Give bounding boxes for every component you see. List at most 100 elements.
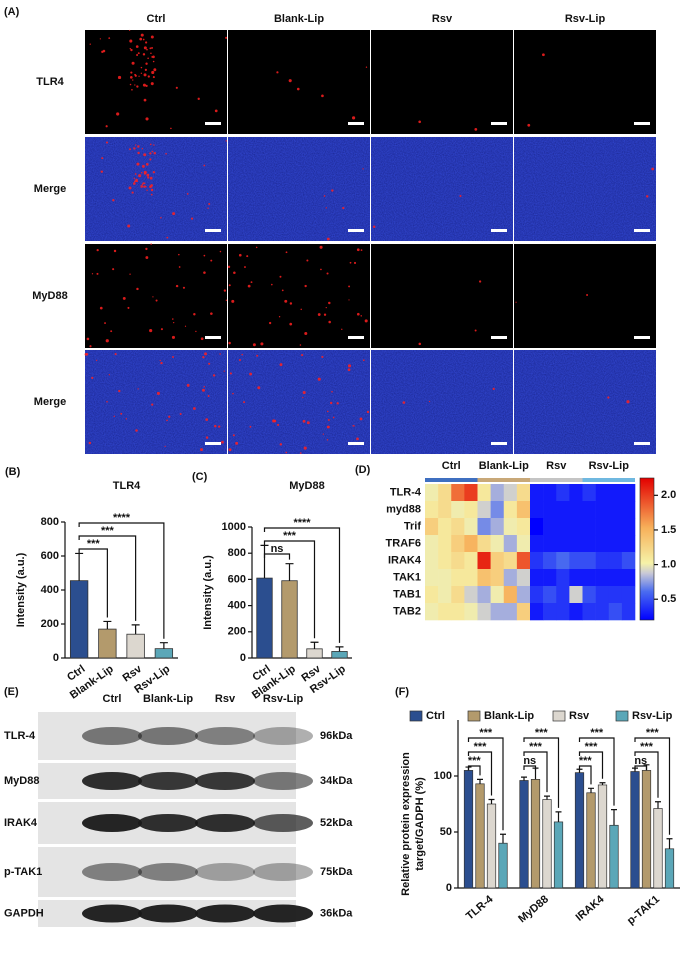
column-header: Ctrl [147,13,166,25]
heatmap-cell [569,535,583,553]
heatmap-cell [477,501,491,519]
signal-dot [360,315,362,317]
signal-dot [153,144,155,146]
signal-dot [213,424,217,428]
significance: *** [579,755,593,767]
heatmap-cell [608,552,623,570]
signal-dot [223,289,227,292]
heatmap-cell [464,501,478,519]
signal-dot [225,299,228,302]
signal-dot [130,48,133,52]
signal-dot [140,72,143,74]
error-bar [666,838,673,849]
signal-dot [252,343,256,347]
signal-dot [142,53,146,56]
signal-dot [359,417,363,421]
heatmap-cell [621,552,636,570]
heatmap-cell [464,484,478,502]
signal-dot [272,419,276,423]
heatmap-cell [503,518,518,536]
y-tick-label: 50 [440,826,452,838]
signal-dot [279,443,283,446]
signal-dot [152,55,155,59]
signal-dot [327,419,330,421]
heatmap-cell [464,535,478,553]
heatmap-cell [569,552,583,570]
heatmap-cell [582,569,596,587]
signal-dot [140,33,144,37]
heatmap-cell [582,552,596,570]
heatmap-cell [621,603,636,621]
y-tick-label: 200 [228,626,246,638]
signal-dot [214,109,218,113]
heatmap-cell [569,484,583,502]
error-bar [103,620,112,630]
scale-bar [634,122,650,125]
bar [331,651,348,659]
signal-dot [322,433,324,435]
signal-dot [159,359,161,362]
signal-dot [95,359,98,362]
y-tick-label: 0 [53,652,59,664]
y-tick-label: 0 [446,882,452,894]
signal-dot [347,364,352,368]
colorbar-tick-label: 2.0 [661,489,676,501]
signal-dot [160,216,162,219]
blot-band [82,904,142,923]
significance-bracket [634,751,659,798]
heatmap-cell [425,552,439,570]
signal-dot [143,185,146,188]
signal-dot [129,148,132,151]
significance-bracket [78,522,165,639]
signal-dot [127,306,130,309]
heatmap-cell [595,569,610,587]
signal-dot [285,451,288,454]
blot-band [82,727,142,745]
significance: *** [646,727,660,739]
row-label: TLR4 [36,76,64,88]
signal-dot [146,48,148,51]
heatmap-cell [556,535,570,553]
signal-dot [135,45,139,48]
group-bar [477,478,530,482]
signal-dot [168,415,171,418]
significance: *** [101,525,115,537]
signal-dot [336,402,339,405]
row-label: MyD88 [32,290,67,302]
bar [530,779,541,889]
heatmap-cell [543,535,557,553]
signal-dot [151,403,154,406]
signal-dot [136,287,139,291]
signal-dot [143,172,147,175]
signal-dot [289,302,293,305]
group-label: Rsv [546,460,567,472]
group-bar [582,478,635,482]
heatmap-cell [516,535,531,553]
heatmap-cell [621,518,636,536]
signal-dot [241,353,243,356]
signal-dot [138,75,140,77]
signal-dot [304,331,308,336]
error-bar [500,833,506,844]
heatmap-cell [621,484,636,502]
group-label: Rsv-Lip [589,460,630,472]
heatmap-cell [516,552,531,570]
signal-dot [207,395,210,397]
heatmap-cell [582,586,596,604]
heatmap-cell [595,586,610,604]
scale-bar [491,442,507,445]
signal-dot [323,195,326,197]
signal-dot [178,253,180,256]
signal-dot [143,153,147,157]
y-tick-label: 200 [41,618,59,630]
signal-dot [474,127,478,131]
heatmap-cell [516,501,531,519]
signal-dot [244,266,246,269]
signal-dot [152,76,155,79]
signal-dot [141,148,144,150]
heatmap-cell [582,484,596,502]
micrograph-texture [371,350,513,454]
heatmap-cell [451,569,465,587]
signal-dot [134,179,138,183]
heatmap-cell [621,569,636,587]
